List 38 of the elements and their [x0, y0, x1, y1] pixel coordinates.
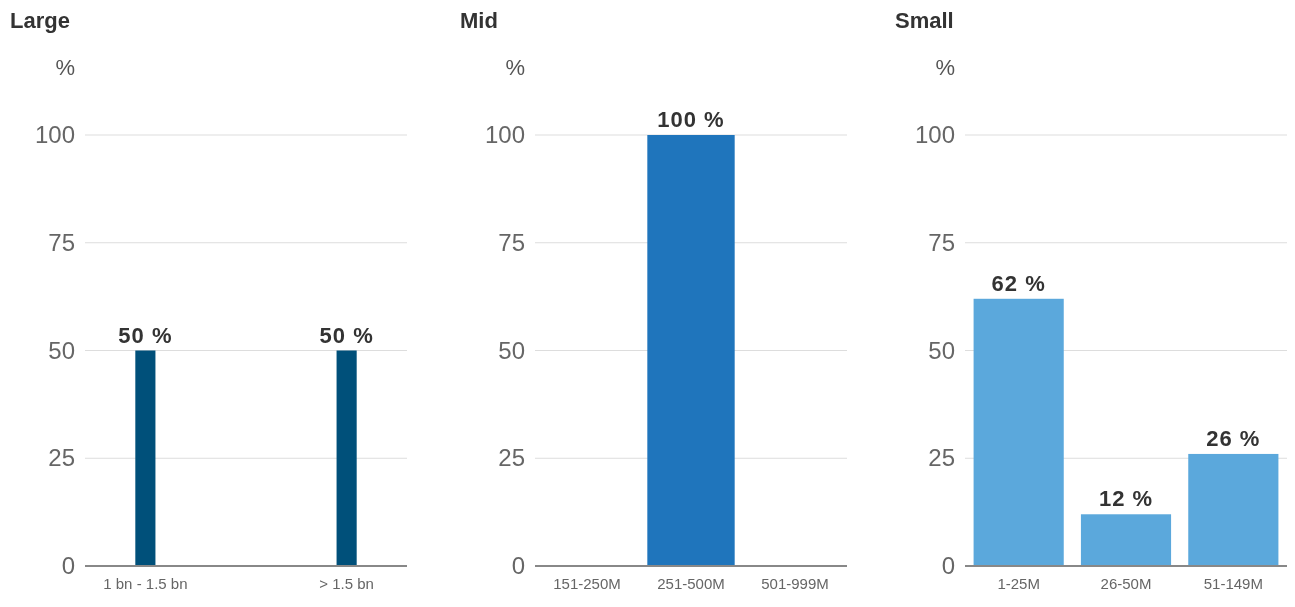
data-label: 50 %: [118, 322, 173, 348]
y-tick-label: 25: [928, 444, 955, 472]
data-label: 62 %: [991, 270, 1046, 296]
y-tick-label: 25: [48, 444, 75, 472]
x-tick-label: 26-50M: [1100, 574, 1152, 592]
chart-title: Large: [10, 8, 70, 33]
y-tick-label: 50: [498, 336, 525, 364]
y-tick-label: 50: [48, 336, 75, 364]
y-tick-label: 75: [928, 228, 955, 256]
y-tick-label: 25: [498, 444, 525, 472]
data-label: 12 %: [1098, 486, 1154, 512]
y-axis-title: %: [935, 55, 955, 80]
y-tick-label: 100: [34, 121, 75, 149]
x-tick-label: 151-250M: [553, 574, 621, 592]
x-tick-label: 1 bn - 1.5 bn: [103, 574, 188, 592]
x-tick-label: 501-999M: [761, 574, 829, 592]
bar: [973, 298, 1064, 566]
y-axis-title: %: [55, 55, 75, 80]
y-tick-label: 100: [914, 121, 955, 149]
data-label: 50 %: [319, 322, 374, 348]
chart-title: Small: [895, 8, 954, 33]
y-tick-label: 75: [498, 228, 525, 256]
y-tick-label: 50: [928, 336, 955, 364]
y-tick-label: 0: [941, 552, 955, 580]
y-tick-label: 0: [511, 552, 525, 580]
data-label: 100 %: [657, 107, 725, 132]
x-tick-label: 51-149M: [1203, 574, 1263, 592]
y-tick-label: 75: [48, 228, 75, 256]
x-tick-label: 251-500M: [657, 574, 725, 592]
y-tick-label: 0: [61, 552, 75, 580]
bar: [1188, 453, 1279, 566]
y-axis-title: %: [505, 55, 525, 80]
bar: [1080, 514, 1172, 566]
x-tick-label: 1-25M: [997, 574, 1040, 592]
x-tick-label: > 1.5 bn: [319, 574, 374, 592]
data-label: 26 %: [1206, 425, 1261, 451]
chart-title: Mid: [460, 8, 498, 33]
y-tick-label: 100: [484, 121, 525, 149]
